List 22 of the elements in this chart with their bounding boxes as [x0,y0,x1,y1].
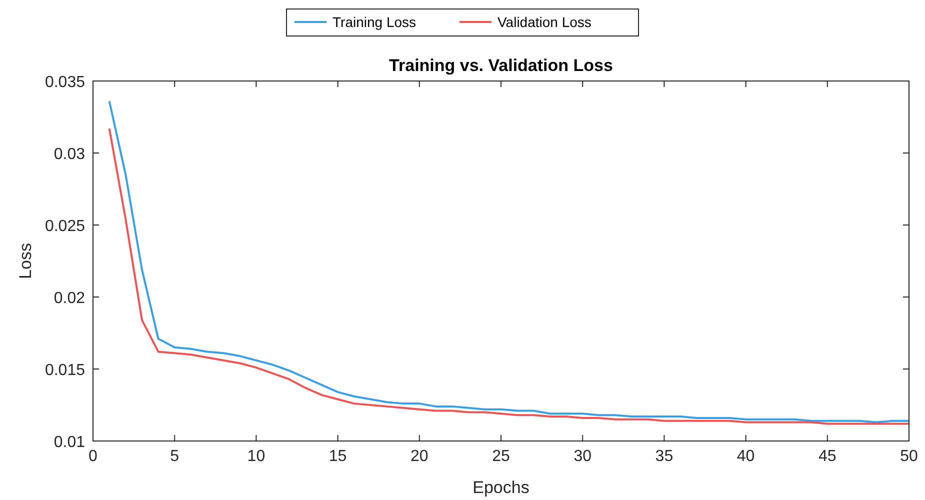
legend-label: Validation Loss [498,14,592,30]
x-tick-label: 0 [88,448,98,465]
x-tick-label: 5 [170,448,180,465]
y-tick-label: 0.03 [54,146,86,163]
y-axis-title: Loss [16,243,35,279]
x-tick-label: 35 [655,448,674,465]
x-axis-title: Epochs [472,478,530,497]
x-tick-label: 10 [247,448,266,465]
y-tick-label: 0.02 [54,290,86,307]
x-tick-label: 30 [574,448,592,465]
y-tick-label: 0.015 [44,362,86,379]
y-tick-label: 0.01 [54,434,86,451]
y-tick-label: 0.035 [44,74,86,91]
x-tick-label: 45 [818,448,836,465]
x-tick-label: 15 [328,448,347,465]
x-tick-label: 50 [900,448,918,465]
legend-label: Training Loss [332,14,416,30]
x-tick-label: 20 [410,448,428,465]
x-tick-label: 25 [492,448,510,465]
x-tick-label: 40 [736,448,755,465]
chart-title: Training vs. Validation Loss [389,56,613,75]
y-tick-label: 0.025 [44,218,86,235]
